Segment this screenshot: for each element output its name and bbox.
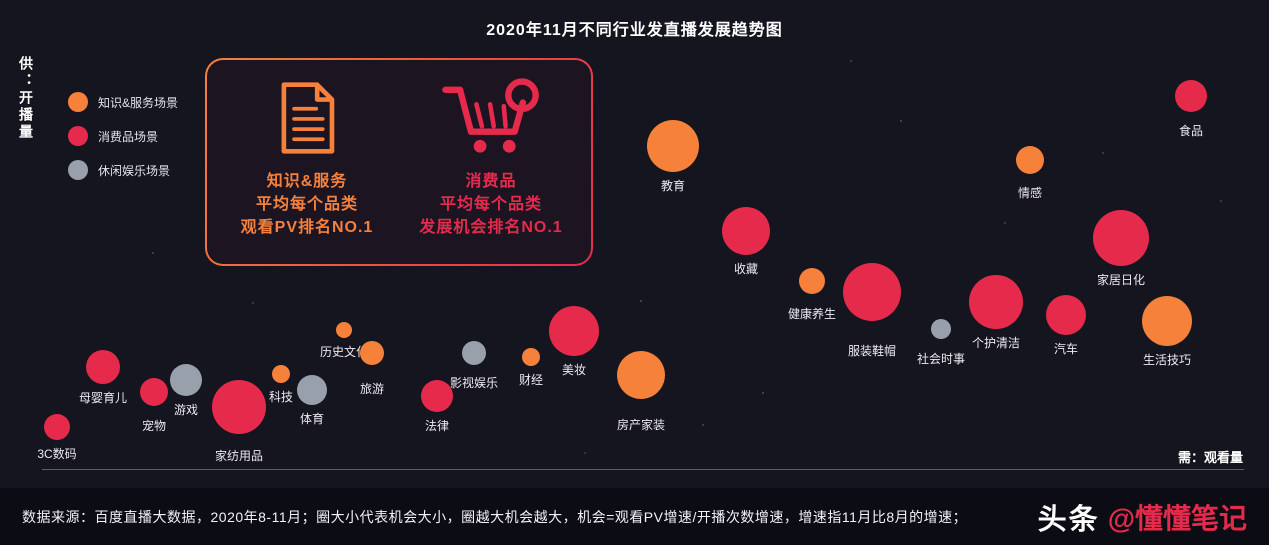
bubble-教育 bbox=[647, 120, 699, 172]
brand-name: 头条 bbox=[1037, 503, 1100, 536]
bubble-美妆 bbox=[549, 306, 599, 356]
legend: 知识&服务场景 消费品场景 休闲娱乐场景 bbox=[68, 92, 178, 180]
bubble-label: 家纺用品 bbox=[214, 449, 264, 463]
bubble-3C数码 bbox=[44, 414, 70, 440]
data-source-note: 数据来源：百度直播大数据，2020年8-11月；圈大小代表机会大小，圈越大机会越… bbox=[22, 508, 968, 525]
bubble-label: 汽车 bbox=[1053, 342, 1079, 356]
y-axis-label: 供：开播量 bbox=[18, 56, 34, 141]
legend-label-consumer: 消费品场景 bbox=[98, 129, 159, 144]
legend-item-knowledge: 知识&服务场景 bbox=[68, 92, 178, 112]
legend-item-consumer: 消费品场景 bbox=[68, 126, 178, 146]
bubble-label: 游戏 bbox=[173, 403, 199, 417]
x-axis-line bbox=[42, 469, 1244, 470]
x-axis-label: 需：观看量 bbox=[1177, 450, 1243, 465]
bubble-label: 影视娱乐 bbox=[449, 376, 499, 390]
bubble-label: 财经 bbox=[518, 373, 544, 387]
bubble-label: 宠物 bbox=[141, 419, 167, 433]
bubble-体育 bbox=[297, 375, 327, 405]
bubble-label: 食品 bbox=[1178, 124, 1204, 138]
legend-swatch-leisure bbox=[68, 160, 88, 180]
bubble-生活技巧 bbox=[1142, 296, 1192, 346]
callout-box: 知识&服务 平均每个品类 观看PV排名NO.1 bbox=[205, 58, 593, 266]
bubble-汽车 bbox=[1046, 295, 1086, 335]
bubble-label: 科技 bbox=[268, 390, 294, 404]
bubble-label: 体育 bbox=[299, 412, 325, 426]
bubble-label: 个护清洁 bbox=[971, 336, 1021, 350]
callout-knowledge-line3: 观看PV排名NO.1 bbox=[240, 219, 374, 236]
bubble-label: 美妆 bbox=[561, 363, 587, 377]
callout-consumer-line3: 发展机会排名NO.1 bbox=[419, 219, 563, 236]
brand-handle: @懂懂笔记 bbox=[1107, 502, 1247, 534]
bubble-label: 情感 bbox=[1017, 186, 1043, 200]
callout-consumer-line1: 消费品 bbox=[465, 173, 517, 190]
cart-icon bbox=[439, 76, 543, 160]
bubble-家纺用品 bbox=[212, 380, 266, 434]
legend-label-leisure: 休闲娱乐场景 bbox=[98, 163, 171, 178]
bubble-label: 教育 bbox=[660, 179, 686, 193]
bubble-label: 3C数码 bbox=[37, 447, 77, 461]
callout-knowledge-line2: 平均每个品类 bbox=[255, 196, 358, 213]
bubble-label: 服装鞋帽 bbox=[847, 344, 897, 358]
callout-consumer-column: 消费品 平均每个品类 发展机会排名NO.1 bbox=[399, 76, 583, 254]
bubble-label: 历史文化 bbox=[319, 345, 369, 359]
footer-bar: 数据来源：百度直播大数据，2020年8-11月；圈大小代表机会大小，圈越大机会越… bbox=[0, 488, 1269, 545]
bubble-宠物 bbox=[140, 378, 168, 406]
callout-consumer-line2: 平均每个品类 bbox=[439, 196, 542, 213]
bubble-法律 bbox=[421, 380, 453, 412]
bubble-科技 bbox=[272, 365, 290, 383]
bubble-影视娱乐 bbox=[462, 341, 486, 365]
brand-signature: 头条 @懂懂笔记 bbox=[1038, 496, 1247, 538]
bubble-label: 房产家装 bbox=[616, 418, 666, 432]
bubble-财经 bbox=[522, 348, 540, 366]
legend-swatch-consumer bbox=[68, 126, 88, 146]
bubble-label: 社会时事 bbox=[916, 352, 966, 366]
bubble-食品 bbox=[1175, 80, 1207, 112]
legend-swatch-knowledge bbox=[68, 92, 88, 112]
callout-box-inner: 知识&服务 平均每个品类 观看PV排名NO.1 bbox=[207, 60, 591, 264]
bubble-健康养生 bbox=[799, 268, 825, 294]
bubble-旅游 bbox=[360, 341, 384, 365]
bubble-label: 旅游 bbox=[359, 382, 385, 396]
legend-item-leisure: 休闲娱乐场景 bbox=[68, 160, 178, 180]
bubble-个护清洁 bbox=[969, 275, 1023, 329]
callout-knowledge-column: 知识&服务 平均每个品类 观看PV排名NO.1 bbox=[215, 76, 399, 254]
bubble-家居日化 bbox=[1093, 210, 1149, 266]
bubble-社会时事 bbox=[931, 319, 951, 339]
bubble-历史文化 bbox=[336, 322, 352, 338]
bubble-label: 法律 bbox=[424, 419, 450, 433]
bubble-label: 母婴育儿 bbox=[78, 391, 128, 405]
bubble-label: 健康养生 bbox=[787, 307, 837, 321]
bubble-情感 bbox=[1016, 146, 1044, 174]
callout-knowledge-line1: 知识&服务 bbox=[266, 173, 348, 190]
bubble-母婴育儿 bbox=[86, 350, 120, 384]
bubble-label: 收藏 bbox=[733, 262, 759, 276]
bubble-服装鞋帽 bbox=[843, 263, 901, 321]
bubble-房产家装 bbox=[617, 351, 665, 399]
bubble-收藏 bbox=[722, 207, 770, 255]
document-icon bbox=[270, 76, 344, 160]
legend-label-knowledge: 知识&服务场景 bbox=[98, 95, 179, 110]
bubble-游戏 bbox=[170, 364, 202, 396]
bubble-label: 生活技巧 bbox=[1142, 353, 1192, 367]
chart-title: 2020年11月不同行业发直播发展趋势图 bbox=[486, 22, 783, 39]
bubble-label: 家居日化 bbox=[1096, 273, 1146, 287]
